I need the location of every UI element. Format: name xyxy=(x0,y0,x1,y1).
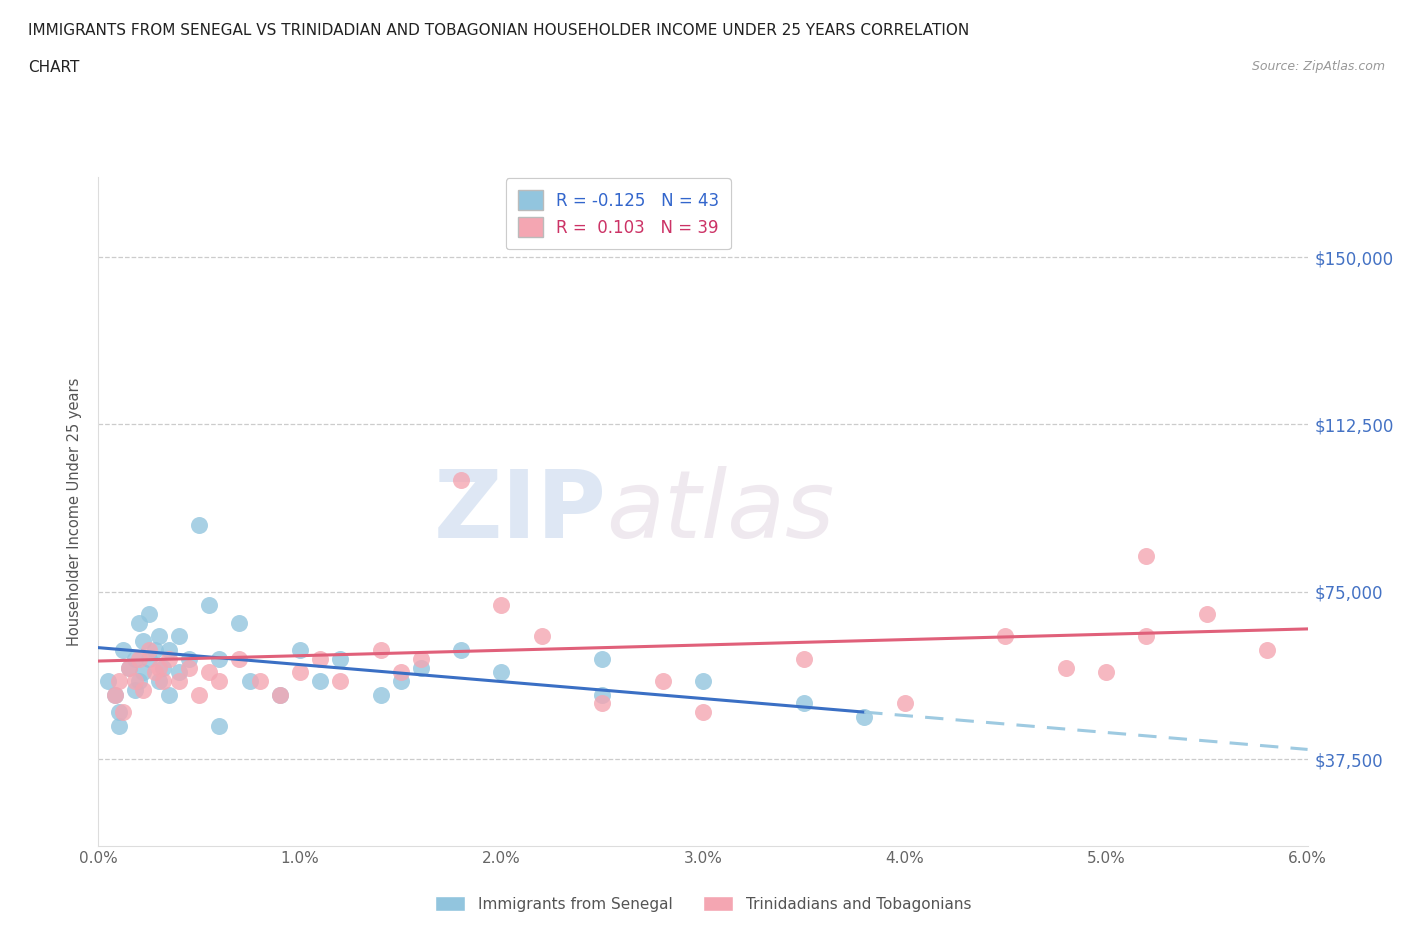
Legend: R = -0.125   N = 43, R =  0.103   N = 39: R = -0.125 N = 43, R = 0.103 N = 39 xyxy=(506,179,731,249)
Point xyxy=(111,643,134,658)
Point xyxy=(249,673,271,688)
Point xyxy=(198,598,221,613)
Point xyxy=(591,687,613,702)
Point xyxy=(591,651,613,666)
Point xyxy=(228,616,250,631)
Point xyxy=(1095,665,1118,680)
Point xyxy=(389,665,412,680)
Point xyxy=(893,696,915,711)
Point xyxy=(228,651,250,666)
Text: atlas: atlas xyxy=(606,466,835,557)
Point xyxy=(491,665,513,680)
Point xyxy=(132,683,155,698)
Point xyxy=(148,629,170,644)
Point xyxy=(853,710,876,724)
Point xyxy=(329,673,352,688)
Point xyxy=(269,687,291,702)
Point xyxy=(450,643,472,658)
Point xyxy=(128,673,150,688)
Point xyxy=(591,696,613,711)
Point xyxy=(450,472,472,487)
Point xyxy=(793,696,815,711)
Point xyxy=(157,687,180,702)
Point xyxy=(370,687,392,702)
Point xyxy=(409,660,432,675)
Point xyxy=(994,629,1017,644)
Point xyxy=(152,673,174,688)
Point xyxy=(138,606,160,621)
Point xyxy=(389,673,412,688)
Point xyxy=(124,673,146,688)
Text: ZIP: ZIP xyxy=(433,466,606,557)
Point xyxy=(157,651,180,666)
Point xyxy=(208,718,231,733)
Point xyxy=(152,660,174,675)
Point xyxy=(167,673,190,688)
Point xyxy=(97,673,120,688)
Point xyxy=(124,683,146,698)
Point xyxy=(107,673,129,688)
Point xyxy=(143,643,166,658)
Point xyxy=(309,651,332,666)
Point xyxy=(329,651,352,666)
Point xyxy=(179,660,201,675)
Point xyxy=(288,643,311,658)
Point xyxy=(269,687,291,702)
Point xyxy=(148,673,170,688)
Point xyxy=(793,651,815,666)
Text: IMMIGRANTS FROM SENEGAL VS TRINIDADIAN AND TOBAGONIAN HOUSEHOLDER INCOME UNDER 2: IMMIGRANTS FROM SENEGAL VS TRINIDADIAN A… xyxy=(28,23,969,38)
Point xyxy=(157,643,180,658)
Y-axis label: Householder Income Under 25 years: Householder Income Under 25 years xyxy=(67,378,83,645)
Point xyxy=(1135,629,1157,644)
Point xyxy=(103,687,125,702)
Point xyxy=(208,673,231,688)
Point xyxy=(370,643,392,658)
Point xyxy=(239,673,262,688)
Point xyxy=(1256,643,1278,658)
Text: CHART: CHART xyxy=(28,60,80,75)
Point xyxy=(118,660,141,675)
Point xyxy=(132,665,155,680)
Point xyxy=(1195,606,1218,621)
Point xyxy=(167,665,190,680)
Point xyxy=(138,651,160,666)
Point xyxy=(128,616,150,631)
Point xyxy=(491,598,513,613)
Point xyxy=(651,673,673,688)
Point xyxy=(111,705,134,720)
Point xyxy=(692,673,714,688)
Point xyxy=(1135,549,1157,564)
Legend: Immigrants from Senegal, Trinidadians and Tobagonians: Immigrants from Senegal, Trinidadians an… xyxy=(429,889,977,918)
Point xyxy=(530,629,553,644)
Point xyxy=(167,629,190,644)
Point xyxy=(128,651,150,666)
Point xyxy=(107,705,129,720)
Point xyxy=(288,665,311,680)
Point xyxy=(143,665,166,680)
Point xyxy=(188,517,211,532)
Point xyxy=(198,665,221,680)
Text: Source: ZipAtlas.com: Source: ZipAtlas.com xyxy=(1251,60,1385,73)
Point xyxy=(692,705,714,720)
Point xyxy=(309,673,332,688)
Point xyxy=(124,651,146,666)
Point xyxy=(132,633,155,648)
Point xyxy=(1054,660,1077,675)
Point xyxy=(103,687,125,702)
Point xyxy=(208,651,231,666)
Point xyxy=(179,651,201,666)
Point xyxy=(118,660,141,675)
Point xyxy=(409,651,432,666)
Point xyxy=(148,660,170,675)
Point xyxy=(107,718,129,733)
Point xyxy=(188,687,211,702)
Point xyxy=(138,643,160,658)
